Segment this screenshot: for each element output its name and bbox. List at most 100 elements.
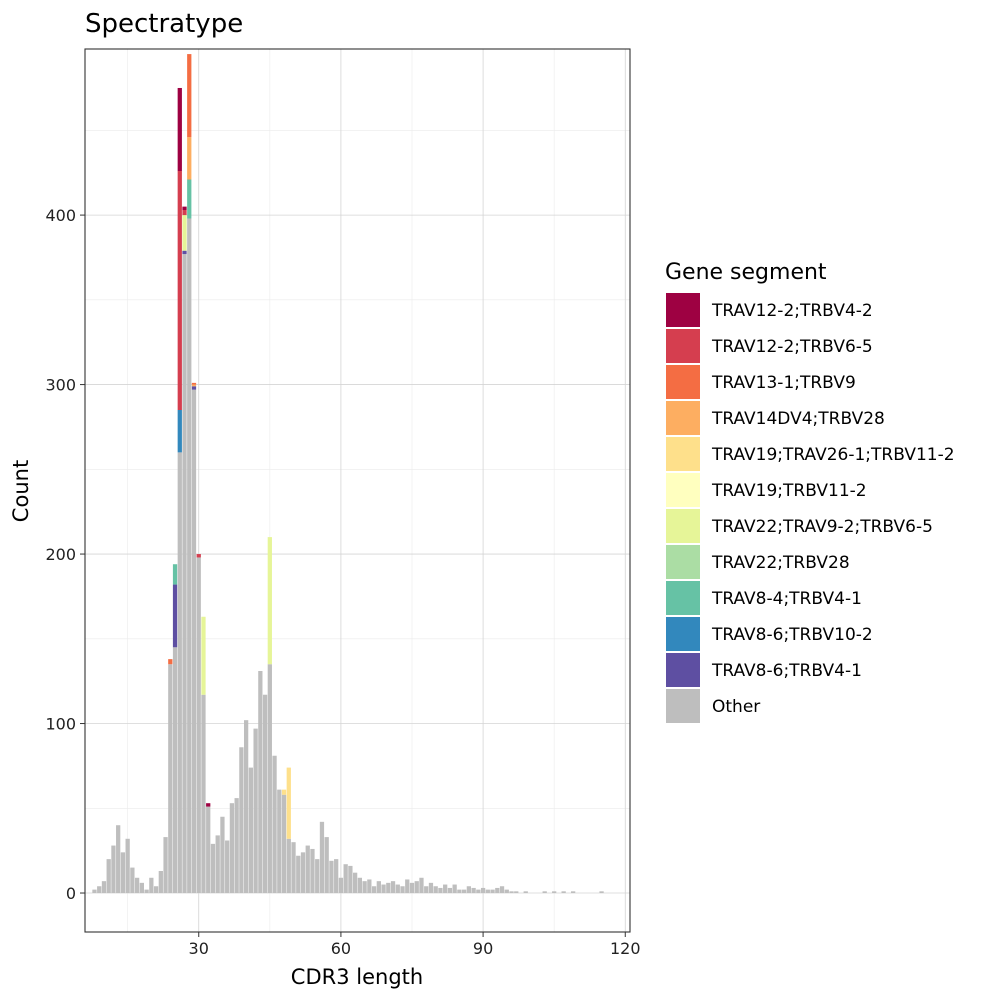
legend-key <box>666 689 700 723</box>
bar-other <box>352 872 358 894</box>
bar-other <box>177 452 182 894</box>
bar-other <box>371 886 377 894</box>
bar-other <box>348 865 353 894</box>
bar-other <box>357 877 363 894</box>
bar-other <box>457 889 462 894</box>
bar-other <box>196 557 201 894</box>
bar-segment <box>182 210 187 216</box>
bar-other <box>144 889 149 894</box>
bar-other <box>409 882 415 894</box>
bars-layer <box>92 54 604 894</box>
legend-key <box>666 329 700 363</box>
legend-label: TRAV22;TRBV28 <box>711 553 850 573</box>
bar-segment <box>187 179 192 219</box>
bar-segment <box>191 386 197 390</box>
legend: Gene segment TRAV12-2;TRBV4-2 TRAV12-2;TR… <box>665 260 955 723</box>
legend-key <box>666 509 700 543</box>
bar-segment <box>182 206 187 211</box>
legend-label: TRAV12-2;TRBV6-5 <box>711 337 873 357</box>
bar-other <box>447 887 453 894</box>
bar-other <box>504 889 509 894</box>
bar-other <box>130 867 135 894</box>
bar-other <box>419 877 424 894</box>
x-axis-title: CDR3 length <box>291 965 423 989</box>
bar-other <box>272 755 277 894</box>
legend-title: Gene segment <box>665 260 827 285</box>
legend-label: TRAV14DV4;TRBV28 <box>711 409 885 429</box>
bar-other <box>210 843 216 894</box>
bar-other <box>485 889 490 894</box>
panel-border <box>84 48 631 933</box>
bar-other <box>329 860 334 894</box>
legend-label: TRAV8-6;TRBV10-2 <box>711 625 873 645</box>
y-tick-label: 200 <box>45 545 76 564</box>
bar-other <box>149 877 154 894</box>
bar-other <box>490 889 495 894</box>
bar-segment <box>177 409 182 453</box>
bar-other <box>495 887 500 894</box>
legend-label: TRAV8-6;TRBV4-1 <box>711 661 862 681</box>
bar-other <box>315 859 320 894</box>
legend-key <box>666 401 700 435</box>
bar-other <box>386 882 391 894</box>
bar-other <box>452 884 457 894</box>
legend-label: TRAV12-2;TRBV4-2 <box>711 301 873 321</box>
bar-other <box>262 694 268 894</box>
bar-segment <box>168 659 173 665</box>
y-tick-label: 0 <box>66 884 76 903</box>
bar-other <box>187 218 192 894</box>
bar-other <box>599 891 604 894</box>
legend-label: TRAV19;TRAV26-1;TRBV11-2 <box>711 445 955 465</box>
bar-other <box>291 842 296 894</box>
bar-other <box>206 806 211 894</box>
bar-other <box>338 877 344 894</box>
bar-other <box>542 891 547 894</box>
bar-other <box>523 891 528 894</box>
bar-segment <box>172 584 178 648</box>
legend-label: TRAV22;TRAV9-2;TRBV6-5 <box>711 517 933 537</box>
bar-other <box>343 864 348 894</box>
bar-segment <box>191 384 197 387</box>
bar-segment <box>187 137 192 180</box>
bar-other <box>334 859 339 894</box>
bar-other <box>310 848 315 894</box>
bar-other <box>552 891 557 894</box>
bar-segment <box>196 554 201 558</box>
bar-other <box>362 881 367 894</box>
bar-other <box>106 859 111 894</box>
bar-segment <box>182 250 187 255</box>
bar-other <box>499 886 505 894</box>
bar-other <box>125 838 130 894</box>
x-axis: 30 60 90 120 <box>189 932 641 958</box>
bar-other <box>229 803 235 894</box>
bar-other <box>153 886 159 894</box>
bar-other <box>172 647 178 894</box>
bar-other <box>395 884 400 894</box>
bar-other <box>253 728 258 894</box>
bar-other <box>443 884 448 894</box>
bar-segment <box>182 215 187 251</box>
bar-other <box>120 852 126 894</box>
legend-label: TRAV8-4;TRBV4-1 <box>711 589 862 609</box>
bar-other <box>111 845 116 894</box>
bar-other <box>319 821 325 894</box>
bar-other <box>220 816 225 894</box>
bar-other <box>514 891 519 894</box>
legend-key <box>666 293 700 327</box>
bar-other <box>234 798 239 894</box>
bar-segment <box>191 382 197 385</box>
bar-segment <box>206 803 211 807</box>
legend-key <box>666 653 700 687</box>
bar-segment <box>286 767 291 839</box>
bar-segment <box>267 537 272 665</box>
bar-other <box>405 879 410 894</box>
chart-title: Spectratype <box>85 9 243 39</box>
bar-other <box>267 664 272 894</box>
bar-other <box>438 887 443 894</box>
bar-other <box>570 891 576 894</box>
plot-panel <box>84 48 631 933</box>
bar-other <box>158 870 163 894</box>
bar-other <box>433 886 438 894</box>
x-tick-label: 30 <box>189 939 209 958</box>
legend-label: Other <box>712 697 760 717</box>
